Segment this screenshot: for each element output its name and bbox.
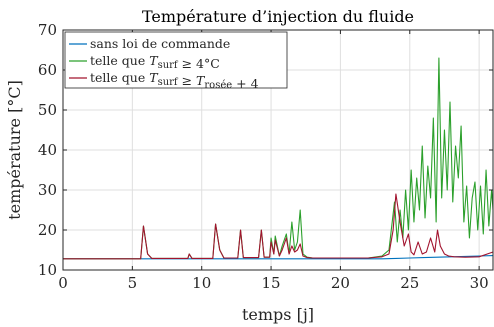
legend-entry-1: sans loi de commande xyxy=(90,36,230,51)
legend-entry-2: telle que Tsurf ≥ 4°C xyxy=(90,53,220,71)
x-tick-label: 10 xyxy=(192,274,211,292)
y-axis-label: température [°C] xyxy=(5,80,24,220)
series-line-3 xyxy=(63,193,494,260)
legend: sans loi de commande telle que Tsurf ≥ 4°… xyxy=(64,31,288,91)
x-tick-label: 0 xyxy=(58,274,68,292)
axis-ticks: 0 5 10 15 20 25 30 10 20 30 40 50 60 70 xyxy=(38,21,493,292)
y-tick-label: 70 xyxy=(38,21,57,39)
series-line-1 xyxy=(63,255,494,260)
x-tick-label: 30 xyxy=(470,274,489,292)
y-tick-label: 50 xyxy=(38,101,57,119)
x-tick-label: 15 xyxy=(262,274,281,292)
x-tick-label: 5 xyxy=(128,274,138,292)
series-lines xyxy=(63,57,494,260)
x-tick-label: 20 xyxy=(331,274,350,292)
chart-title: Température d’injection du fluide xyxy=(142,7,414,26)
x-tick-label: 25 xyxy=(400,274,419,292)
y-tick-label: 30 xyxy=(38,181,57,199)
legend-entry-3: telle que Tsurf ≥ Trosée + 4 xyxy=(90,70,259,91)
y-tick-label: 40 xyxy=(38,141,57,159)
y-tick-label: 10 xyxy=(38,261,57,279)
y-tick-label: 60 xyxy=(38,61,57,79)
y-tick-label: 20 xyxy=(38,221,57,239)
legend-box xyxy=(64,31,288,89)
x-axis-label: temps [j] xyxy=(242,305,314,324)
